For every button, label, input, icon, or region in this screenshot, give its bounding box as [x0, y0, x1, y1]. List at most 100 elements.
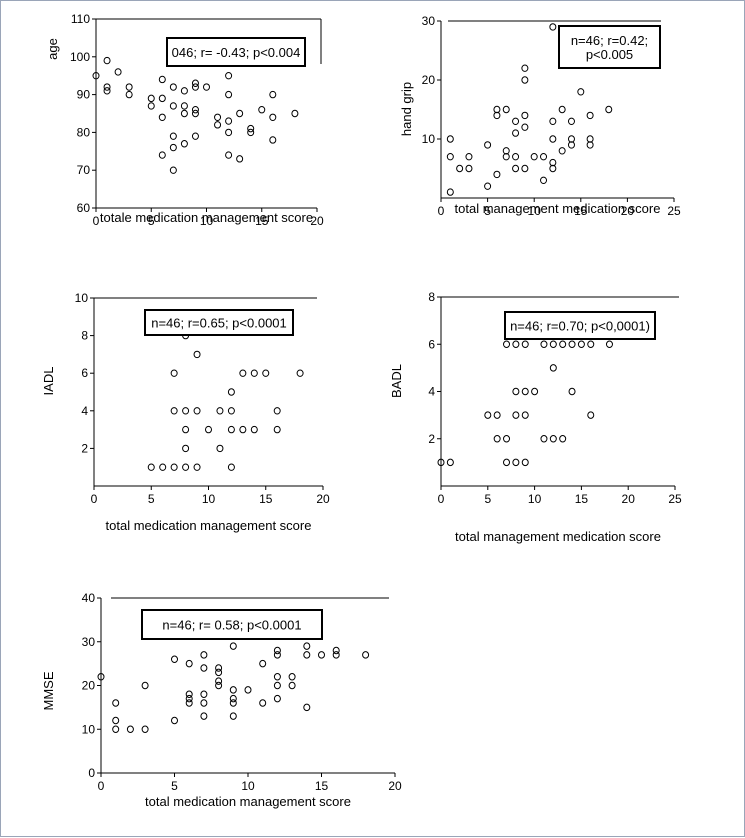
data-point	[493, 170, 501, 179]
data-point	[273, 681, 281, 690]
y-axis-title: IADL	[41, 367, 56, 396]
data-point	[185, 694, 193, 703]
data-point	[141, 681, 149, 690]
data-point	[126, 725, 134, 733]
data-point	[215, 681, 223, 690]
data-point	[169, 102, 177, 110]
data-point	[540, 176, 548, 185]
data-point	[269, 136, 277, 144]
data-point	[147, 463, 155, 471]
data-point	[169, 166, 177, 174]
data-point	[112, 725, 120, 733]
data-point	[259, 699, 267, 707]
data-point	[236, 109, 244, 118]
x-tick-label: 10	[200, 214, 214, 228]
data-point	[229, 699, 237, 707]
stats-annotation-text: n=46; r=0.42;	[571, 33, 648, 48]
data-point	[147, 102, 155, 110]
data-point	[530, 153, 538, 161]
data-point	[191, 106, 199, 114]
data-point	[521, 64, 529, 72]
y-tick-label: 10	[82, 722, 96, 736]
y-axis-title: hand grip	[399, 82, 414, 136]
y-tick-label: 100	[70, 50, 90, 64]
x-tick-label: 15	[255, 214, 269, 228]
x-tick-label: 0	[91, 492, 98, 506]
data-point	[493, 411, 501, 419]
data-point	[540, 435, 548, 443]
data-point	[200, 690, 208, 698]
data-point	[262, 369, 270, 377]
data-point	[540, 153, 548, 161]
y-axis-title: age	[45, 38, 60, 60]
data-point	[303, 651, 311, 659]
stats-annotation-text: 046; r= -0.43; p<0.004	[172, 45, 301, 60]
data-point	[191, 109, 199, 118]
scatter-plot-1: 0 5 10 15 20 60 70 80 90 100 110 totale medication …	[45, 12, 324, 228]
data-point	[559, 340, 567, 348]
data-point	[114, 68, 122, 76]
y-tick-label: 0	[88, 766, 95, 780]
data-point	[125, 90, 133, 99]
data-point	[247, 128, 255, 137]
data-point	[191, 83, 199, 91]
data-point	[446, 458, 454, 467]
data-point	[185, 659, 193, 668]
data-point	[191, 79, 199, 87]
y-tick-label: 30	[82, 635, 96, 649]
x-axis-title: total management medication score	[455, 529, 661, 544]
data-point	[239, 425, 247, 434]
y-tick-label: 8	[428, 290, 435, 304]
data-point	[549, 364, 557, 372]
data-point	[484, 182, 492, 190]
data-point	[125, 83, 133, 91]
data-point	[512, 129, 520, 137]
scatter-plot-4: 0 5 10 15 20 25 2 4 6 8 total management medicatio…	[389, 290, 682, 544]
data-point	[493, 435, 501, 443]
data-point	[503, 340, 511, 348]
data-point	[185, 699, 193, 707]
x-tick-label: 10	[202, 492, 216, 506]
data-point	[512, 153, 520, 161]
data-point	[92, 72, 100, 80]
x-tick-label: 20	[622, 492, 636, 506]
data-point	[521, 123, 529, 131]
data-point	[216, 407, 224, 415]
data-point	[484, 141, 492, 149]
data-point	[215, 668, 223, 677]
x-axis-title: total medication management score	[145, 794, 351, 809]
data-point	[291, 109, 299, 118]
data-point	[559, 435, 567, 443]
data-point	[549, 23, 557, 31]
data-point	[205, 425, 212, 434]
data-point	[521, 340, 529, 348]
data-point	[493, 111, 501, 120]
data-point	[273, 651, 281, 659]
data-point	[273, 407, 281, 415]
x-tick-label: 0	[438, 492, 445, 506]
data-point	[158, 151, 166, 159]
data-point	[158, 94, 166, 103]
y-tick-label: 10	[75, 291, 89, 305]
data-point	[180, 87, 188, 95]
data-point	[484, 411, 492, 419]
stats-annotation-box	[144, 309, 294, 336]
data-point	[549, 340, 557, 348]
data-point	[103, 83, 111, 91]
data-point	[567, 141, 575, 149]
data-point	[512, 458, 520, 467]
y-tick-label: 20	[422, 73, 436, 87]
data-point	[112, 716, 120, 725]
data-point	[244, 686, 252, 694]
x-tick-label: 20	[310, 214, 324, 228]
data-point	[193, 407, 201, 415]
y-tick-label: 4	[81, 404, 88, 418]
x-tick-label: 25	[667, 204, 681, 218]
data-point	[193, 350, 201, 359]
data-point	[170, 463, 178, 471]
data-point	[191, 132, 199, 140]
data-point	[170, 407, 178, 415]
data-point	[512, 164, 520, 173]
